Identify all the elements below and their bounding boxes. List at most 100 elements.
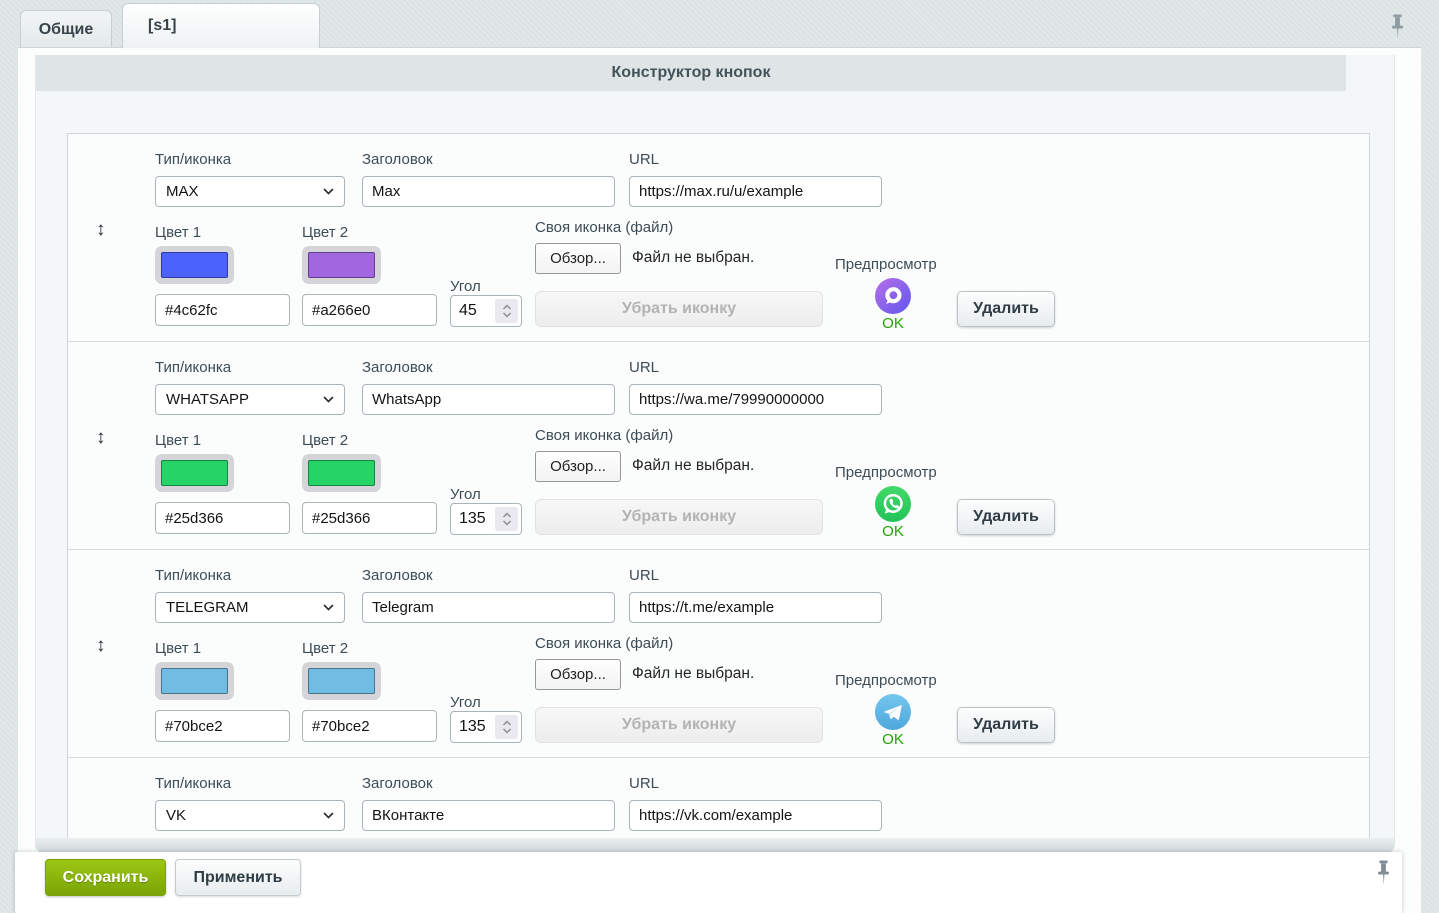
tab-s1[interactable]: [s1] [122, 3, 320, 48]
title-input[interactable] [362, 176, 615, 207]
color2-swatch [308, 252, 375, 278]
title-label: Заголовок [362, 775, 433, 792]
button-row: ↕ Тип/иконка TELEGRAM Заголовок URL Цвет… [68, 550, 1369, 758]
drag-handle-icon[interactable]: ↕ [96, 427, 106, 448]
browse-button[interactable]: Обзор... [535, 243, 621, 274]
preview-label: Предпросмотр [835, 672, 937, 689]
color2-picker[interactable] [302, 662, 381, 700]
custom-icon-label: Своя иконка (файл) [535, 635, 674, 652]
color1-picker[interactable] [155, 454, 234, 492]
color1-swatch [161, 460, 228, 486]
button-row: ↕ Тип/иконка MAX Заголовок URL Цвет 1 Цв… [68, 134, 1369, 342]
color1-hex-input[interactable] [155, 294, 290, 326]
type-select[interactable]: VK [155, 800, 345, 831]
delete-button[interactable]: Удалить [957, 499, 1055, 535]
url-label: URL [629, 567, 660, 584]
color2-label: Цвет 2 [302, 432, 349, 449]
url-input[interactable] [629, 384, 882, 415]
pin-icon[interactable] [1390, 14, 1405, 48]
title-input[interactable] [362, 800, 615, 831]
type-select-value: MAX [166, 183, 199, 200]
delete-button[interactable]: Удалить [957, 707, 1055, 743]
url-input[interactable] [629, 176, 882, 207]
url-input[interactable] [629, 592, 882, 623]
color1-swatch [161, 668, 228, 694]
spinner-arrows-icon[interactable] [495, 715, 518, 739]
button-rows-container: ↕ Тип/иконка MAX Заголовок URL Цвет 1 Цв… [67, 133, 1370, 838]
angle-input[interactable]: 135 [450, 711, 522, 743]
color2-swatch [308, 668, 375, 694]
panel-bottom-shadow [35, 838, 1395, 853]
tab-general[interactable]: Общие [20, 10, 112, 48]
type-select[interactable]: MAX [155, 176, 345, 207]
remove-icon-button: Убрать иконку [535, 291, 823, 327]
drag-handle-icon[interactable]: ↕ [96, 219, 106, 240]
color2-picker[interactable] [302, 246, 381, 284]
url-label: URL [629, 359, 660, 376]
angle-value: 45 [459, 302, 477, 319]
url-label: URL [629, 775, 660, 792]
save-button[interactable]: Сохранить [45, 859, 166, 896]
browse-button[interactable]: Обзор... [535, 659, 621, 690]
angle-input[interactable]: 45 [450, 295, 522, 327]
type-label: Тип/иконка [155, 567, 232, 584]
type-select[interactable]: TELEGRAM [155, 592, 345, 623]
remove-icon-button: Убрать иконку [535, 499, 823, 535]
url-input[interactable] [629, 800, 882, 831]
chevron-down-icon [323, 188, 334, 195]
panel-title-bar: Конструктор кнопок [36, 55, 1346, 91]
preview-status: OK [882, 731, 904, 748]
chevron-down-icon [323, 812, 334, 819]
preview-label: Предпросмотр [835, 256, 937, 273]
chevron-down-icon [323, 604, 334, 611]
no-file-text: Файл не выбран. [632, 249, 755, 266]
panel-title: Конструктор кнопок [611, 64, 771, 81]
color1-label: Цвет 1 [155, 432, 202, 449]
color1-hex-input[interactable] [155, 710, 290, 742]
type-label: Тип/иконка [155, 151, 232, 168]
color1-picker[interactable] [155, 246, 234, 284]
title-input[interactable] [362, 384, 615, 415]
apply-button[interactable]: Применить [175, 859, 301, 896]
spinner-arrows-icon[interactable] [495, 299, 518, 323]
no-file-text: Файл не выбран. [632, 457, 755, 474]
spinner-arrows-icon[interactable] [495, 507, 518, 531]
type-select-value: VK [166, 807, 187, 824]
title-label: Заголовок [362, 359, 433, 376]
bottom-action-bar: Сохранить Применить [15, 852, 1402, 913]
color1-hex-input[interactable] [155, 502, 290, 534]
custom-icon-label: Своя иконка (файл) [535, 219, 674, 236]
remove-icon-button: Убрать иконку [535, 707, 823, 743]
button-row: ↕ Тип/иконка VK Заголовок URL [68, 758, 1369, 838]
color2-picker[interactable] [302, 454, 381, 492]
angle-label: Угол [450, 694, 481, 711]
type-select-value: TELEGRAM [166, 599, 249, 616]
color1-label: Цвет 1 [155, 640, 202, 657]
title-input[interactable] [362, 592, 615, 623]
browse-button[interactable]: Обзор... [535, 451, 621, 482]
type-select[interactable]: WHATSAPP [155, 384, 345, 415]
color2-label: Цвет 2 [302, 640, 349, 657]
title-label: Заголовок [362, 567, 433, 584]
color2-hex-input[interactable] [302, 294, 437, 326]
angle-input[interactable]: 135 [450, 503, 522, 535]
no-file-text: Файл не выбран. [632, 665, 755, 682]
delete-button[interactable]: Удалить [957, 291, 1055, 327]
color1-picker[interactable] [155, 662, 234, 700]
url-label: URL [629, 151, 660, 168]
color2-swatch [308, 460, 375, 486]
whatsapp-icon [875, 486, 911, 522]
content-area: Конструктор кнопок ↕ Тип/иконка MAX Заго… [35, 55, 1395, 838]
preview-status: OK [882, 315, 904, 332]
pin-icon[interactable] [1376, 860, 1391, 894]
preview-status: OK [882, 523, 904, 540]
color1-swatch [161, 252, 228, 278]
custom-icon-label: Своя иконка (файл) [535, 427, 674, 444]
angle-label: Угол [450, 278, 481, 295]
color2-hex-input[interactable] [302, 502, 437, 534]
drag-handle-icon[interactable]: ↕ [96, 635, 106, 656]
type-label: Тип/иконка [155, 775, 232, 792]
angle-value: 135 [459, 510, 486, 527]
color2-hex-input[interactable] [302, 710, 437, 742]
max-icon [875, 278, 911, 314]
